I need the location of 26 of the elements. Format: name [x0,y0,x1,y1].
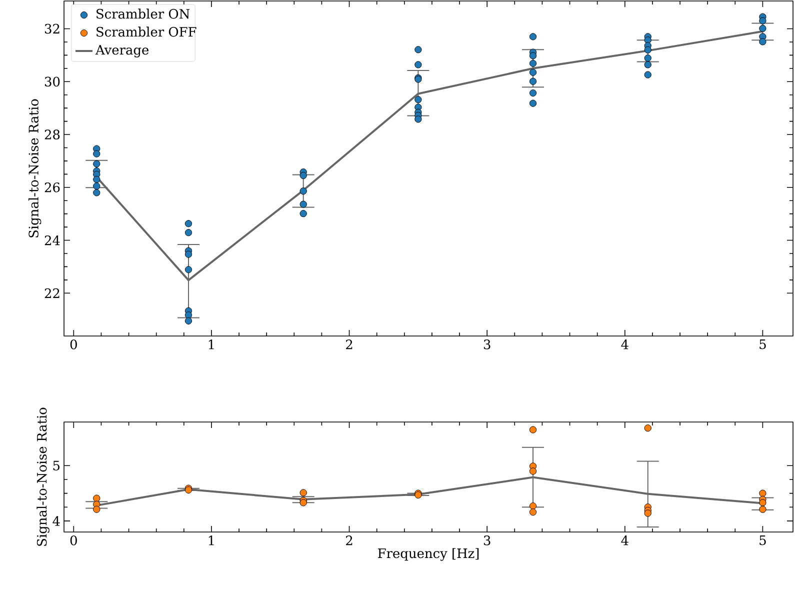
x-tick-label: 3 [484,536,490,546]
x-tick-label: 0 [70,536,77,546]
legend-label: Average [95,45,149,58]
y-tick-label: 28 [44,130,60,140]
x-tick-label: 0 [70,340,77,350]
x-axis-title: Frequency [Hz] [378,548,479,561]
x-tick-label: 2 [346,536,352,546]
legend-label: Scrambler ON [96,8,190,19]
x-tick-label: 1 [208,340,214,350]
y-tick-label: 22 [44,288,60,298]
x-tick-label: 5 [760,340,766,350]
y-axis-title: Signal-to-Noise Ratio [36,408,50,546]
x-tick-label: 2 [346,340,352,350]
y-tick-label: 30 [44,76,60,87]
y-tick-label: 5 [53,460,60,470]
y-tick-label: 24 [44,235,60,246]
x-tick-label: 4 [621,536,628,546]
legend-label: Scrambler OFF [96,26,196,37]
x-tick-label: 3 [484,340,490,350]
x-tick-label: 5 [760,536,766,546]
y-tick-label: 4 [52,516,60,526]
y-tick-label: 32 [44,24,60,34]
y-tick-label: 26 [44,182,60,192]
y-axis-title: Signal-to-Noise Ratio [28,99,42,238]
x-tick-label: 1 [208,536,214,546]
x-tick-label: 4 [621,340,628,350]
